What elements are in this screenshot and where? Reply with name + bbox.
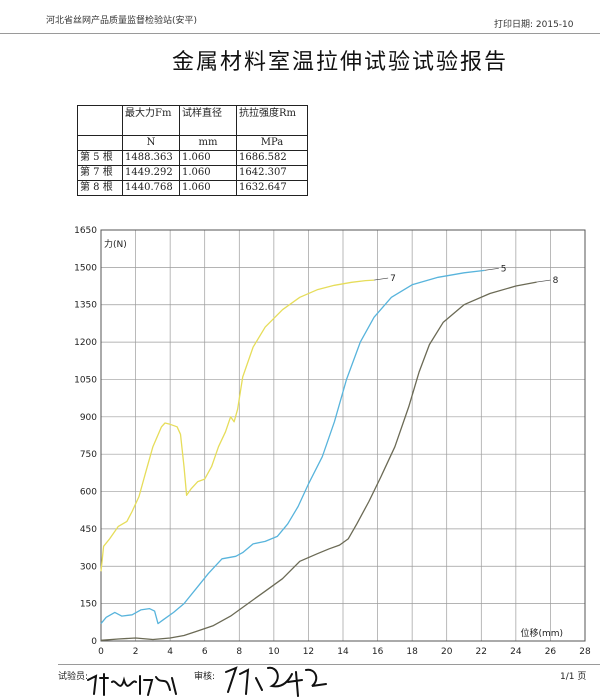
- x-tick-label: 6: [202, 647, 208, 657]
- x-tick-label: 28: [579, 647, 591, 657]
- header-rule: [0, 7, 600, 34]
- series-line-7: [100, 279, 375, 572]
- y-tick-label: 1650: [74, 226, 97, 236]
- y-tick-label: 150: [80, 600, 97, 610]
- results-table: 最大力Fm 试样直径 抗拉强度Rm N mm MPa 第 5 根 1488.36…: [77, 105, 308, 196]
- reviewer-signature: [225, 666, 327, 697]
- x-tick-label: 12: [303, 647, 314, 657]
- table-cell: 第 8 根: [77, 180, 123, 196]
- x-tick-label: 14: [337, 647, 349, 657]
- series-label-8: 8: [553, 276, 559, 286]
- y-tick-label: 1500: [74, 263, 97, 273]
- y-tick-label: 900: [80, 413, 97, 423]
- reviewer-label: 审核:: [194, 672, 216, 682]
- tester-signature: [87, 673, 177, 696]
- x-tick-label: 24: [510, 647, 522, 657]
- series-leader-8: [536, 279, 551, 283]
- x-tick-label: 2: [133, 647, 139, 657]
- x-tick-label: 22: [476, 647, 487, 657]
- x-tick-label: 26: [545, 647, 557, 657]
- y-tick-label: 1200: [74, 338, 97, 348]
- x-tick-label: 16: [372, 647, 384, 657]
- plot-frame: [100, 229, 586, 642]
- table-row: 第 7 根 1449.292 1.060 1642.307: [77, 165, 308, 181]
- org-name: 河北省丝网产品质量监督检验站(安平): [46, 16, 198, 26]
- series-line-8: [100, 281, 537, 641]
- x-tick-label: 0: [98, 647, 104, 657]
- series-label-5: 5: [501, 264, 507, 274]
- x-tick-label: 8: [236, 647, 242, 657]
- series-line-5: [100, 269, 485, 625]
- tester-label: 试验员:: [58, 672, 89, 682]
- y-tick-label: 1350: [74, 301, 97, 311]
- footer-rule: [58, 664, 600, 665]
- report-title: 金属材料室温拉伸试验试验报告: [172, 50, 509, 75]
- series-leader-5: [484, 268, 499, 271]
- table-cell: 1440.768: [122, 180, 180, 196]
- print-date: 打印日期: 2015-10: [494, 20, 574, 30]
- y-tick-label: 450: [80, 525, 97, 535]
- y-tick-label: 300: [80, 562, 97, 572]
- x-tick-label: 4: [167, 647, 173, 657]
- x-axis-label: 位移(mm): [521, 627, 564, 639]
- x-tick-label: 20: [441, 647, 453, 657]
- page-number: 1/1 页: [560, 672, 587, 682]
- x-tick-label: 18: [406, 647, 418, 657]
- series-label-7: 7: [390, 274, 396, 284]
- table-row: 第 8 根 1440.768 1.060 1632.647: [77, 180, 308, 196]
- table-header-cell: 抗拉强度Rm: [236, 105, 308, 136]
- y-axis-label: 力(N): [104, 238, 127, 250]
- table-row: 第 5 根 1488.363 1.060 1686.582: [77, 150, 308, 166]
- y-tick-label: 1050: [74, 375, 97, 385]
- x-tick-label: 10: [268, 647, 280, 657]
- table-cell: 1632.647: [236, 180, 308, 196]
- series-leader-7: [374, 277, 389, 281]
- y-tick-label: 600: [80, 488, 97, 498]
- table-header-cell: 最大力Fm: [122, 105, 180, 136]
- y-tick-label: 0: [91, 637, 97, 647]
- y-tick-label: 750: [80, 450, 97, 460]
